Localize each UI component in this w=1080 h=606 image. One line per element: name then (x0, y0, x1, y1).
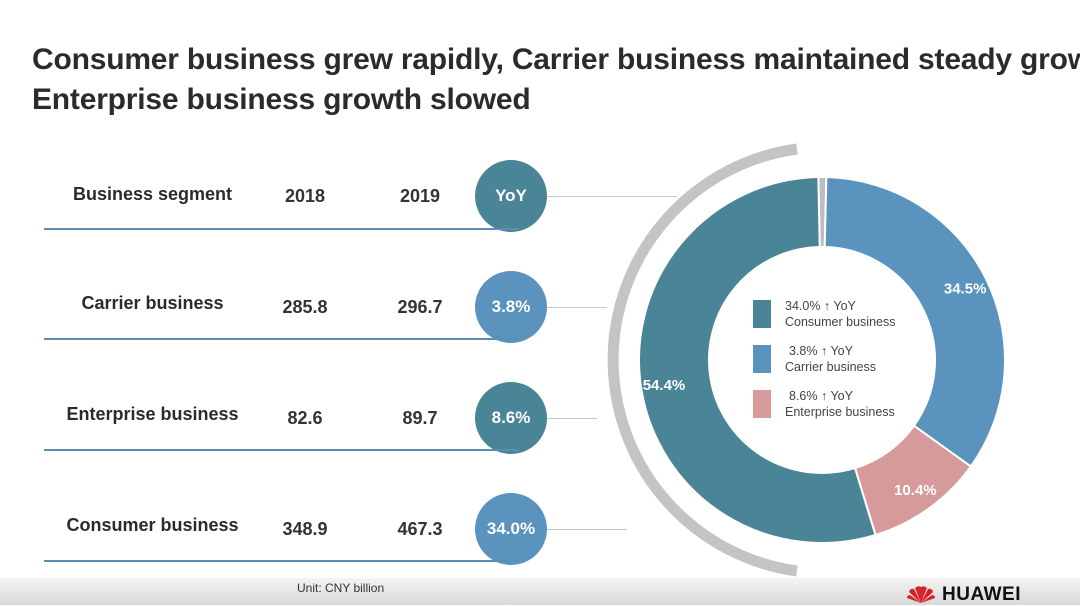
legend-yoy: 34.0% ↑ YoY (785, 299, 856, 313)
outer-gray-arc (607, 143, 798, 577)
header-segment: Business segment (72, 184, 233, 204)
legend-swatch (753, 300, 771, 328)
row-2018: 82.6 (287, 408, 323, 428)
row-segment: Consumer business (66, 515, 239, 535)
table-row: Enterprise business 82.6 89.7 8.6% (0, 382, 560, 454)
unit-note: Unit: CNY billion (297, 581, 385, 595)
row-yoy-pill: 34.0% (475, 493, 547, 565)
row-2018: 348.9 (282, 519, 328, 539)
footer-bar (0, 578, 1080, 605)
row-divider (44, 338, 519, 340)
header-yoy-pill: YoY (475, 160, 547, 232)
legend-swatch (753, 345, 771, 373)
title-line-1: Consumer business grew rapidly, Carrier … (32, 43, 1080, 76)
slice-label: 54.4% (643, 377, 686, 394)
row-2019: 467.3 (397, 519, 443, 539)
row-yoy-pill: 8.6% (475, 382, 547, 454)
donut-slice-carrier-business (823, 176, 1006, 468)
brand-name: HUAWEI (942, 584, 1021, 605)
header-divider (44, 228, 519, 230)
slide-title: Consumer business grew rapidly, Carrier … (32, 40, 1080, 120)
donut-slice-consumer-business (638, 176, 877, 544)
connector-line (547, 307, 607, 308)
row-2018: 285.8 (282, 297, 328, 317)
row-segment: Carrier business (81, 293, 224, 313)
slice-label: 34.5% (944, 281, 987, 298)
legend-swatch (753, 390, 771, 418)
row-2019: 89.7 (402, 408, 438, 428)
table-row: Carrier business 285.8 296.7 3.8% (0, 271, 560, 343)
row-yoy-pill: 3.8% (475, 271, 547, 343)
header-2018: 2018 (284, 186, 326, 206)
title-line-2: Enterprise business growth slowed (32, 83, 531, 116)
legend-label: Carrier business (785, 360, 877, 374)
table-header-row: Business segment 2018 2019 YoY (0, 160, 560, 232)
table-row: Consumer business 348.9 467.3 34.0% (0, 493, 560, 565)
connector-line (547, 418, 597, 419)
legend-label: Enterprise business (785, 405, 895, 419)
connector-line (547, 529, 627, 530)
row-divider (44, 449, 519, 451)
huawei-logo-icon (907, 586, 935, 603)
row-2019: 296.7 (397, 297, 443, 317)
legend-yoy: 3.8% ↑ YoY (789, 344, 853, 358)
legend-label: Consumer business (785, 315, 896, 329)
slice-label: 10.4% (894, 482, 937, 499)
row-divider (44, 560, 519, 562)
row-segment: Enterprise business (66, 404, 239, 424)
connector-line (547, 196, 677, 197)
legend-yoy: 8.6% ↑ YoY (789, 389, 853, 403)
header-2019: 2019 (399, 186, 441, 206)
